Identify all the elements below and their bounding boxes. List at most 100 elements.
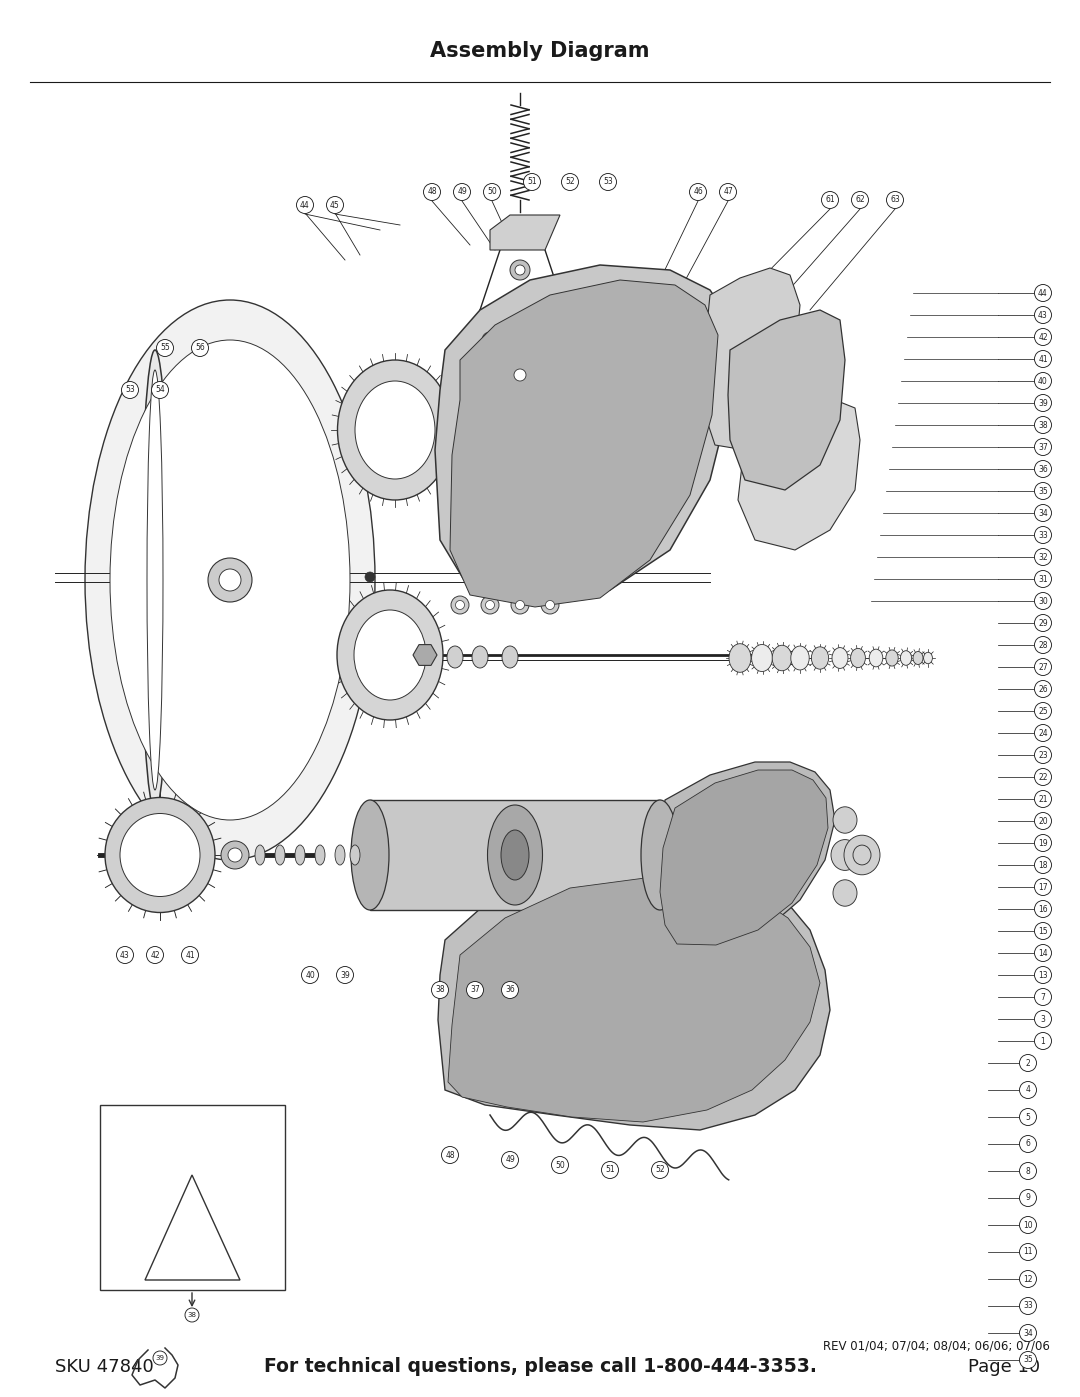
Circle shape bbox=[337, 967, 353, 983]
Text: 23: 23 bbox=[1038, 750, 1048, 760]
Ellipse shape bbox=[541, 597, 559, 615]
Ellipse shape bbox=[221, 841, 249, 869]
Text: 38: 38 bbox=[435, 985, 445, 995]
Ellipse shape bbox=[542, 332, 558, 348]
Circle shape bbox=[1035, 879, 1052, 895]
Text: 48: 48 bbox=[445, 1151, 455, 1160]
Circle shape bbox=[1035, 482, 1052, 500]
Text: 52: 52 bbox=[565, 177, 575, 187]
Text: 46: 46 bbox=[693, 187, 703, 197]
Text: 39: 39 bbox=[1038, 398, 1048, 408]
Ellipse shape bbox=[275, 845, 285, 865]
Circle shape bbox=[147, 947, 163, 964]
Text: 16: 16 bbox=[1038, 904, 1048, 914]
Ellipse shape bbox=[514, 369, 526, 381]
Circle shape bbox=[1035, 746, 1052, 764]
Circle shape bbox=[365, 571, 375, 583]
Circle shape bbox=[1035, 504, 1052, 521]
Circle shape bbox=[1020, 1189, 1037, 1207]
Text: 33: 33 bbox=[1038, 531, 1048, 539]
Text: 3: 3 bbox=[1040, 1014, 1045, 1024]
Text: 7: 7 bbox=[1040, 992, 1045, 1002]
Ellipse shape bbox=[869, 650, 882, 666]
Circle shape bbox=[1035, 813, 1052, 830]
Text: 5: 5 bbox=[1026, 1112, 1030, 1122]
Ellipse shape bbox=[729, 644, 751, 672]
Polygon shape bbox=[700, 268, 800, 450]
Circle shape bbox=[552, 1157, 568, 1173]
Text: 40: 40 bbox=[1038, 377, 1048, 386]
Text: 18: 18 bbox=[1038, 861, 1048, 869]
Bar bbox=[370, 800, 660, 909]
Circle shape bbox=[719, 183, 737, 201]
Ellipse shape bbox=[510, 260, 530, 279]
Text: 12: 12 bbox=[1023, 1274, 1032, 1284]
Ellipse shape bbox=[451, 597, 469, 615]
Ellipse shape bbox=[337, 590, 443, 719]
Text: 54: 54 bbox=[156, 386, 165, 394]
Ellipse shape bbox=[772, 645, 792, 671]
Circle shape bbox=[1020, 1351, 1037, 1369]
Text: 49: 49 bbox=[457, 187, 467, 197]
Text: 1: 1 bbox=[1041, 1037, 1045, 1045]
Ellipse shape bbox=[255, 845, 265, 865]
Text: 61: 61 bbox=[825, 196, 835, 204]
Circle shape bbox=[1035, 768, 1052, 785]
Circle shape bbox=[1035, 351, 1052, 367]
Text: 50: 50 bbox=[487, 187, 497, 197]
Text: SKU 47840: SKU 47840 bbox=[55, 1358, 153, 1376]
Circle shape bbox=[181, 947, 199, 964]
Circle shape bbox=[1035, 549, 1052, 566]
Circle shape bbox=[467, 982, 484, 999]
Ellipse shape bbox=[545, 601, 554, 609]
Text: 34: 34 bbox=[1038, 509, 1048, 517]
Text: 53: 53 bbox=[603, 177, 612, 187]
Circle shape bbox=[1035, 570, 1052, 588]
Circle shape bbox=[1035, 658, 1052, 676]
Ellipse shape bbox=[515, 601, 525, 609]
Text: 6: 6 bbox=[1026, 1140, 1030, 1148]
Circle shape bbox=[1020, 1081, 1037, 1098]
Text: 36: 36 bbox=[1038, 464, 1048, 474]
Circle shape bbox=[1035, 703, 1052, 719]
Circle shape bbox=[1035, 285, 1052, 302]
Text: 33: 33 bbox=[1023, 1302, 1032, 1310]
Ellipse shape bbox=[831, 840, 859, 870]
Bar bbox=[100, 1105, 285, 1289]
Text: 47: 47 bbox=[724, 187, 733, 197]
Circle shape bbox=[297, 197, 313, 214]
Circle shape bbox=[1035, 922, 1052, 940]
Circle shape bbox=[1020, 1324, 1037, 1341]
Circle shape bbox=[1035, 834, 1052, 852]
Text: 9: 9 bbox=[1026, 1193, 1030, 1203]
Ellipse shape bbox=[487, 805, 542, 905]
Circle shape bbox=[501, 1151, 518, 1168]
Polygon shape bbox=[145, 1175, 240, 1280]
Text: 29: 29 bbox=[1038, 619, 1048, 627]
Text: 13: 13 bbox=[1038, 971, 1048, 979]
Circle shape bbox=[599, 173, 617, 190]
Circle shape bbox=[1035, 461, 1052, 478]
Ellipse shape bbox=[219, 569, 241, 591]
Text: 30: 30 bbox=[1038, 597, 1048, 605]
Ellipse shape bbox=[228, 848, 242, 862]
Text: 52: 52 bbox=[656, 1165, 665, 1175]
Circle shape bbox=[1035, 637, 1052, 654]
Circle shape bbox=[501, 982, 518, 999]
Text: 28: 28 bbox=[1038, 640, 1048, 650]
Text: 49: 49 bbox=[505, 1155, 515, 1165]
Circle shape bbox=[1035, 439, 1052, 455]
Circle shape bbox=[1035, 901, 1052, 918]
Circle shape bbox=[1035, 1010, 1052, 1028]
Text: 31: 31 bbox=[1038, 574, 1048, 584]
Text: 24: 24 bbox=[1038, 728, 1048, 738]
Text: 62: 62 bbox=[855, 196, 865, 204]
Text: 63: 63 bbox=[890, 196, 900, 204]
Circle shape bbox=[1035, 725, 1052, 742]
Text: 37: 37 bbox=[1038, 443, 1048, 451]
Text: 39: 39 bbox=[156, 1355, 164, 1361]
Circle shape bbox=[151, 381, 168, 398]
Circle shape bbox=[1020, 1136, 1037, 1153]
Text: 8: 8 bbox=[1026, 1166, 1030, 1175]
Ellipse shape bbox=[85, 300, 375, 861]
